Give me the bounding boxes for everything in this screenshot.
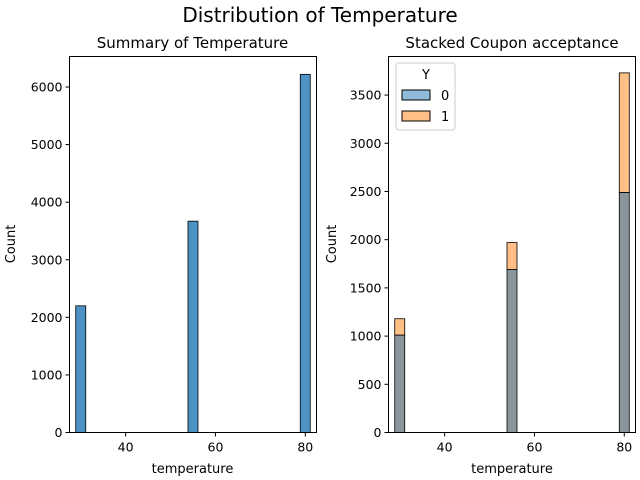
chart-left-bars [75, 73, 311, 433]
chart-right: Stacked Coupon acceptance 0 500 1000 1500 20… [325, 34, 636, 477]
bar [299, 73, 311, 433]
chart-right-frame [388, 56, 636, 433]
chart-left: Summary of Temperature 0 1000 2000 3000 4000… [4, 34, 317, 477]
x-tick-label: 60 [208, 440, 224, 455]
chart-left-y-axis: 0 1000 2000 3000 4000 5000 6000 [31, 80, 70, 440]
y-tick-label: 3000 [31, 252, 63, 267]
chart-left-frame [69, 56, 317, 433]
chart-right-ylabel: Count [325, 225, 340, 264]
y-tick-label: 6000 [31, 80, 63, 95]
y-tick-label: 1000 [350, 329, 382, 344]
x-tick-label: 40 [118, 440, 134, 455]
chart-right-y-axis: 0 500 1000 1500 2000 2500 3000 3500 [350, 88, 389, 440]
y-tick-label: 1000 [31, 367, 63, 382]
figure-suptitle: Distribution of Temperature [182, 3, 457, 27]
y-tick-label: 500 [358, 377, 382, 392]
bar-segment-y0 [506, 269, 518, 433]
x-tick-label: 40 [437, 440, 453, 455]
chart-left-xlabel: temperature [152, 462, 234, 477]
bar-segment-y1 [618, 72, 630, 193]
y-tick-label: 5000 [31, 137, 63, 152]
y-tick-label: 0 [55, 425, 63, 440]
y-tick-label: 2500 [350, 184, 382, 199]
bar-segment-y0 [394, 334, 406, 433]
legend-label-1: 1 [441, 110, 449, 125]
legend-title: Y [421, 68, 430, 83]
legend-swatch-0 [401, 89, 431, 101]
y-tick-label: 2000 [31, 310, 63, 325]
y-tick-label: 4000 [31, 195, 63, 210]
y-tick-label: 0 [374, 425, 382, 440]
bar-segment-y1 [506, 242, 518, 270]
x-tick-label: 60 [527, 440, 543, 455]
chart-left-x-axis: 40 60 80 [118, 432, 313, 455]
y-tick-label: 3000 [350, 136, 382, 151]
chart-right-title: Stacked Coupon acceptance [405, 34, 618, 52]
x-tick-label: 80 [616, 440, 632, 455]
bar [187, 220, 199, 433]
bar [75, 305, 87, 433]
bar-segment-y0 [618, 192, 630, 433]
y-tick-label: 3500 [350, 88, 382, 103]
chart-left-ylabel: Count [4, 225, 19, 264]
chart-right-x-axis: 40 60 80 [437, 432, 632, 455]
chart-left-title: Summary of Temperature [97, 34, 289, 52]
y-tick-label: 1500 [350, 280, 382, 295]
x-tick-label: 80 [297, 440, 313, 455]
legend-label-0: 0 [441, 89, 449, 104]
y-tick-label: 2000 [350, 232, 382, 247]
bar-segment-y1 [394, 318, 406, 336]
legend-swatch-1 [401, 110, 431, 122]
chart-right-xlabel: temperature [471, 462, 553, 477]
chart-right-legend: Y 0 1 [395, 62, 456, 131]
